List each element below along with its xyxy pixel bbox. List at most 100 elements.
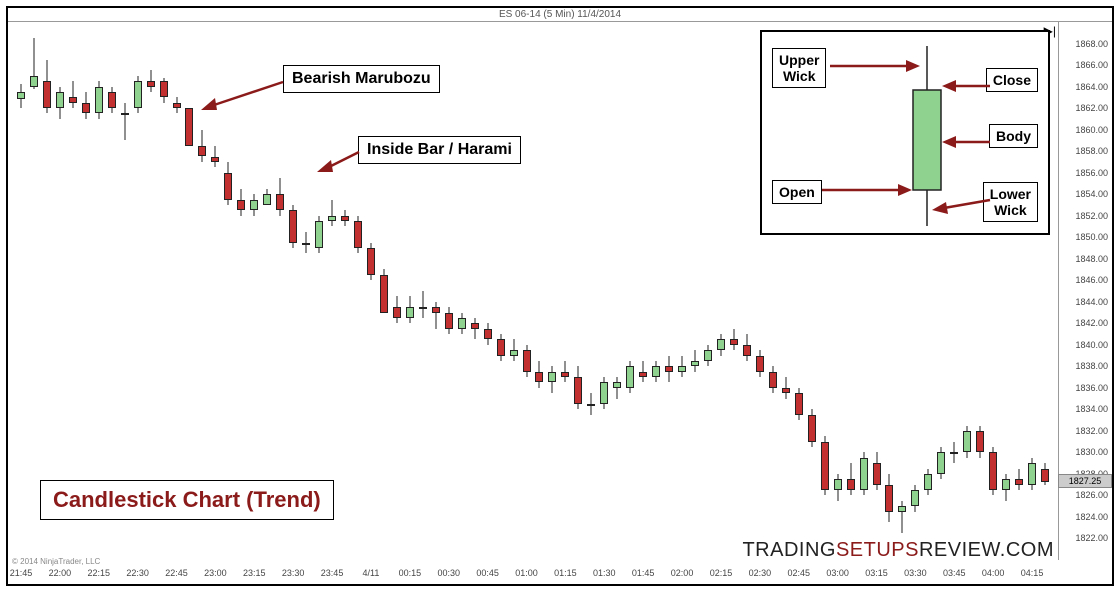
- candle[interactable]: [665, 22, 673, 560]
- x-tick: 22:45: [165, 568, 188, 578]
- y-tick: 1856.00: [1075, 168, 1108, 178]
- candle[interactable]: [497, 22, 505, 560]
- candle[interactable]: [406, 22, 414, 560]
- arrow-harami: [311, 148, 359, 178]
- y-tick: 1840.00: [1075, 340, 1108, 350]
- candle[interactable]: [535, 22, 543, 560]
- candle[interactable]: [510, 22, 518, 560]
- x-tick: 02:00: [671, 568, 694, 578]
- x-tick: 22:15: [87, 568, 110, 578]
- x-tick: 01:00: [515, 568, 538, 578]
- legend-upper-wick: UpperWick: [772, 48, 826, 88]
- y-tick: 1846.00: [1075, 275, 1108, 285]
- x-tick: 03:15: [865, 568, 888, 578]
- candle[interactable]: [613, 22, 621, 560]
- candle[interactable]: [419, 22, 427, 560]
- candle[interactable]: [484, 22, 492, 560]
- y-tick: 1868.00: [1075, 39, 1108, 49]
- y-tick: 1866.00: [1075, 60, 1108, 70]
- y-tick: 1862.00: [1075, 103, 1108, 113]
- candle[interactable]: [432, 22, 440, 560]
- y-tick: 1834.00: [1075, 404, 1108, 414]
- candle[interactable]: [691, 22, 699, 560]
- legend-lower-wick: LowerWick: [983, 182, 1038, 222]
- x-tick: 02:15: [710, 568, 733, 578]
- candle[interactable]: [523, 22, 531, 560]
- candle[interactable]: [704, 22, 712, 560]
- candle[interactable]: [354, 22, 362, 560]
- y-tick: 1858.00: [1075, 146, 1108, 156]
- x-tick: 23:15: [243, 568, 266, 578]
- y-tick: 1842.00: [1075, 318, 1108, 328]
- x-tick: 22:00: [49, 568, 72, 578]
- x-tick: 23:00: [204, 568, 227, 578]
- wm-1: SETUPS: [836, 539, 919, 561]
- candle[interactable]: [743, 22, 751, 560]
- candle[interactable]: [471, 22, 479, 560]
- x-tick: 00:15: [399, 568, 422, 578]
- y-tick: 1830.00: [1075, 447, 1108, 457]
- y-tick: 1848.00: [1075, 254, 1108, 264]
- y-tick: 1824.00: [1075, 512, 1108, 522]
- y-axis: 1822.001824.001826.001828.001830.001832.…: [1058, 22, 1112, 560]
- copyright: © 2014 NinjaTrader, LLC: [12, 557, 100, 566]
- y-tick: 1850.00: [1075, 232, 1108, 242]
- candle[interactable]: [445, 22, 453, 560]
- y-tick: 1852.00: [1075, 211, 1108, 221]
- candle[interactable]: [717, 22, 725, 560]
- x-tick: 02:45: [787, 568, 810, 578]
- x-tick: 03:00: [826, 568, 849, 578]
- arrow-marubozu: [193, 76, 283, 116]
- x-tick: 01:30: [593, 568, 616, 578]
- y-tick: 1864.00: [1075, 82, 1108, 92]
- x-tick: 21:45: [10, 568, 33, 578]
- arrow-open: [822, 180, 914, 200]
- candle[interactable]: [17, 22, 25, 560]
- y-tick: 1826.00: [1075, 490, 1108, 500]
- candle[interactable]: [341, 22, 349, 560]
- x-tick: 00:45: [476, 568, 499, 578]
- candle[interactable]: [30, 22, 38, 560]
- candle[interactable]: [393, 22, 401, 560]
- candle[interactable]: [730, 22, 738, 560]
- legend-close: Close: [986, 68, 1038, 92]
- candle[interactable]: [458, 22, 466, 560]
- x-tick: 01:45: [632, 568, 655, 578]
- candle[interactable]: [561, 22, 569, 560]
- arrow-close: [940, 76, 990, 96]
- candle[interactable]: [574, 22, 582, 560]
- x-tick: 03:30: [904, 568, 927, 578]
- chart-frame: ES 06-14 (5 Min) 11/4/2014 ▶| 1822.00182…: [6, 6, 1114, 586]
- candle[interactable]: [639, 22, 647, 560]
- arrow-body: [940, 132, 990, 152]
- annot-main: Candlestick Chart (Trend): [40, 480, 334, 520]
- candle[interactable]: [587, 22, 595, 560]
- x-tick: 00:30: [437, 568, 460, 578]
- x-axis: 21:4522:0022:1522:3022:4523:0023:1523:30…: [8, 560, 1058, 578]
- wm-0: TRADING: [742, 539, 836, 561]
- x-tick: 23:45: [321, 568, 344, 578]
- y-tick: 1860.00: [1075, 125, 1108, 135]
- candle[interactable]: [380, 22, 388, 560]
- annot-harami: Inside Bar / Harami: [358, 136, 521, 164]
- watermark: TRADINGSETUPSREVIEW.COM: [742, 539, 1054, 562]
- candle[interactable]: [626, 22, 634, 560]
- candle[interactable]: [600, 22, 608, 560]
- arrow-upper-wick: [830, 56, 922, 76]
- y-tick: 1832.00: [1075, 426, 1108, 436]
- y-tick: 1838.00: [1075, 361, 1108, 371]
- x-tick: 23:30: [282, 568, 305, 578]
- y-tick: 1822.00: [1075, 533, 1108, 543]
- candle[interactable]: [652, 22, 660, 560]
- candle[interactable]: [548, 22, 556, 560]
- x-tick: 02:30: [749, 568, 772, 578]
- x-tick: 01:15: [554, 568, 577, 578]
- y-tick: 1854.00: [1075, 189, 1108, 199]
- x-tick: 03:45: [943, 568, 966, 578]
- legend-body: Body: [989, 124, 1038, 148]
- wm-2: REVIEW: [919, 539, 1000, 561]
- x-tick: 04:15: [1021, 568, 1044, 578]
- annot-marubozu: Bearish Marubozu: [283, 65, 440, 93]
- candle[interactable]: [678, 22, 686, 560]
- candle[interactable]: [367, 22, 375, 560]
